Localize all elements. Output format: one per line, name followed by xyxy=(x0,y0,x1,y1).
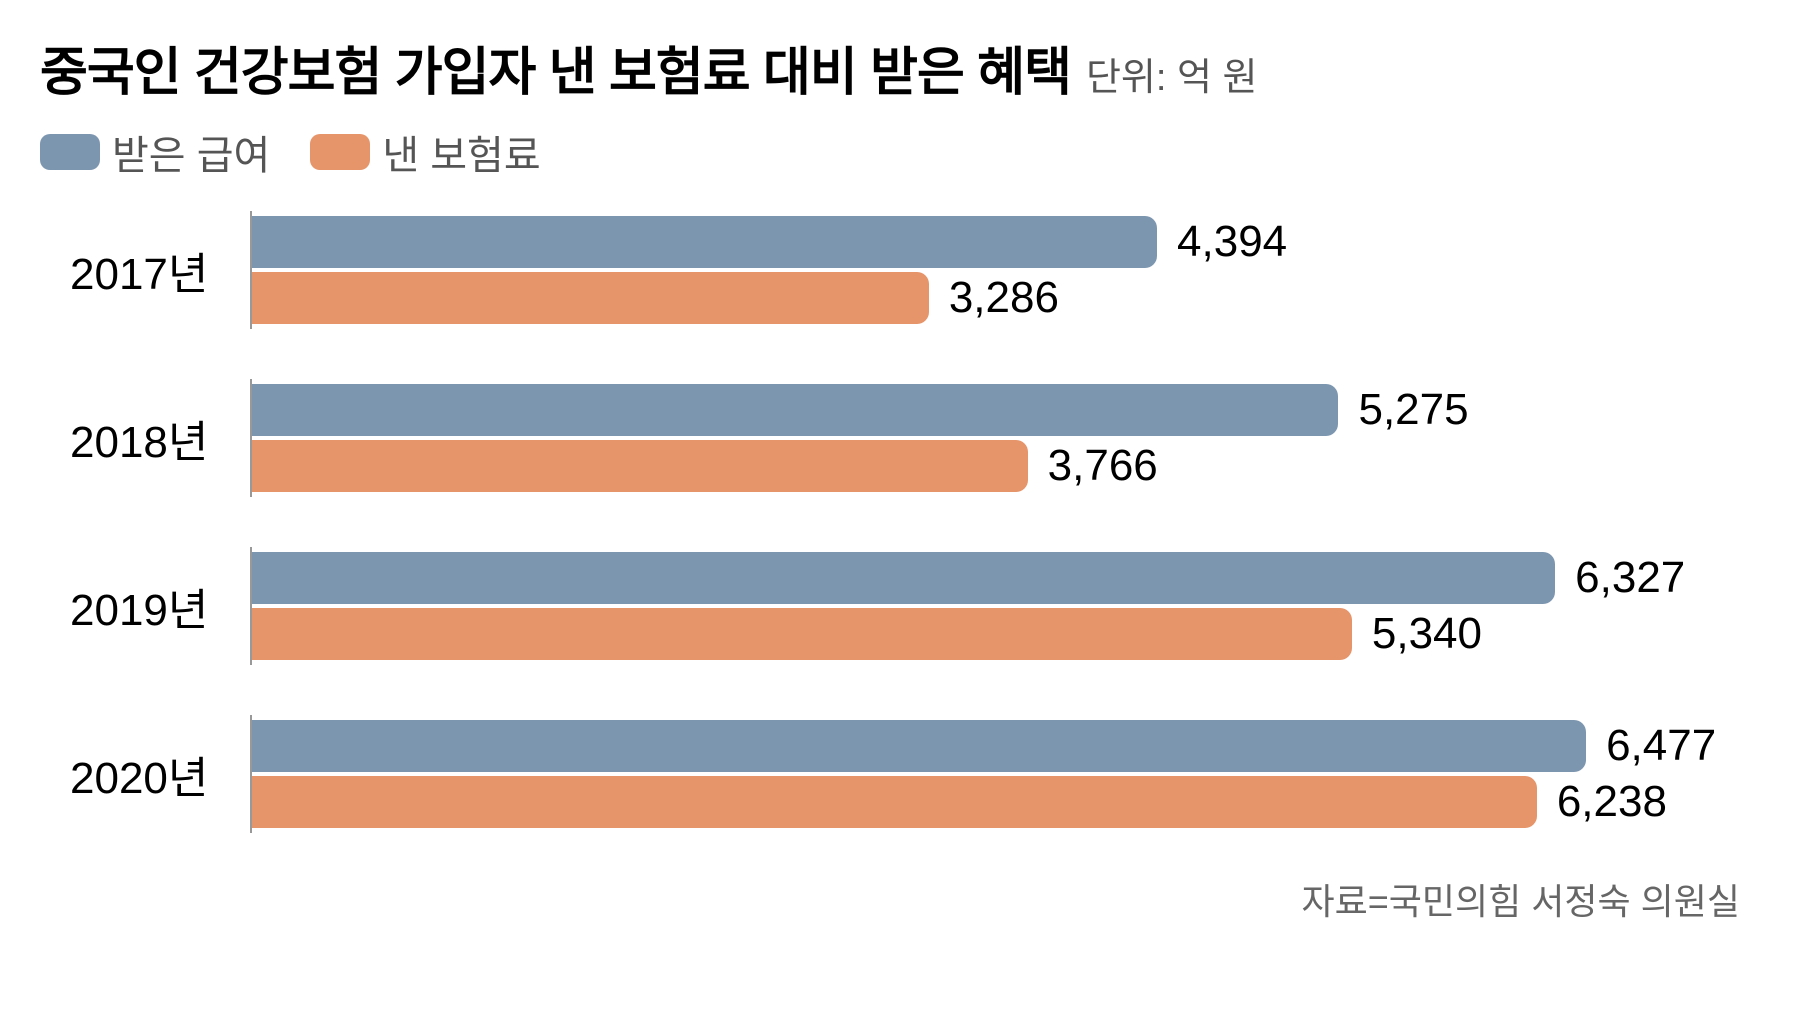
bar-value-paid: 3,286 xyxy=(949,273,1059,323)
chart-row: 2019년 6,327 5,340 xyxy=(40,547,1760,665)
year-label: 2020년 xyxy=(40,742,250,806)
bar-group: 6,477 6,238 xyxy=(252,720,1760,828)
bar-value-paid: 6,238 xyxy=(1557,777,1667,827)
bar-row-received: 6,477 xyxy=(252,720,1760,772)
legend-swatch-paid xyxy=(310,134,370,170)
chart-row: 2020년 6,477 6,238 xyxy=(40,715,1760,833)
chart-row: 2017년 4,394 3,286 xyxy=(40,211,1760,329)
bar-paid xyxy=(252,608,1352,660)
bars-container: 5,275 3,766 xyxy=(250,379,1760,497)
bar-received xyxy=(252,216,1157,268)
chart-title: 중국인 건강보험 가입자 낸 보험료 대비 받은 혜택 xyxy=(40,30,1071,105)
bar-group: 5,275 3,766 xyxy=(252,384,1760,492)
bar-row-received: 4,394 xyxy=(252,216,1760,268)
bar-row-paid: 3,286 xyxy=(252,272,1760,324)
bar-group: 4,394 3,286 xyxy=(252,216,1760,324)
year-label: 2017년 xyxy=(40,238,250,302)
bars-container: 6,477 6,238 xyxy=(250,715,1760,833)
bar-value-received: 5,275 xyxy=(1358,385,1468,435)
bar-received xyxy=(252,384,1338,436)
bar-value-received: 4,394 xyxy=(1177,217,1287,267)
chart-source: 자료=국민의힘 서정숙 의원실 xyxy=(40,873,1760,925)
bar-group: 6,327 5,340 xyxy=(252,552,1760,660)
bar-paid xyxy=(252,440,1028,492)
year-label: 2018년 xyxy=(40,406,250,470)
chart-area: 2017년4,3943,2862018년5,2753,7662019년6,327… xyxy=(40,211,1760,833)
legend-swatch-received xyxy=(40,134,100,170)
title-row: 중국인 건강보험 가입자 낸 보험료 대비 받은 혜택 단위: 억 원 xyxy=(40,30,1760,105)
bars-container: 6,327 5,340 xyxy=(250,547,1760,665)
bar-row-received: 6,327 xyxy=(252,552,1760,604)
bar-value-paid: 3,766 xyxy=(1048,441,1158,491)
chart-row: 2018년 5,275 3,766 xyxy=(40,379,1760,497)
bar-row-received: 5,275 xyxy=(252,384,1760,436)
bar-value-received: 6,477 xyxy=(1606,721,1716,771)
bar-paid xyxy=(252,272,929,324)
bars-container: 4,394 3,286 xyxy=(250,211,1760,329)
bar-row-paid: 3,766 xyxy=(252,440,1760,492)
bar-received xyxy=(252,720,1586,772)
bar-received xyxy=(252,552,1555,604)
bar-row-paid: 5,340 xyxy=(252,608,1760,660)
chart-legend: 받은 급여 낸 보험료 xyxy=(40,123,1760,181)
bar-paid xyxy=(252,776,1537,828)
legend-item-received: 받은 급여 xyxy=(40,123,270,181)
bar-row-paid: 6,238 xyxy=(252,776,1760,828)
legend-label-paid: 낸 보험료 xyxy=(382,123,540,181)
year-label: 2019년 xyxy=(40,574,250,638)
chart-header: 중국인 건강보험 가입자 낸 보험료 대비 받은 혜택 단위: 억 원 받은 급… xyxy=(40,30,1760,181)
bar-value-received: 6,327 xyxy=(1575,553,1685,603)
legend-item-paid: 낸 보험료 xyxy=(310,123,540,181)
legend-label-received: 받은 급여 xyxy=(112,123,270,181)
chart-unit: 단위: 억 원 xyxy=(1086,46,1258,101)
bar-value-paid: 5,340 xyxy=(1372,609,1482,659)
